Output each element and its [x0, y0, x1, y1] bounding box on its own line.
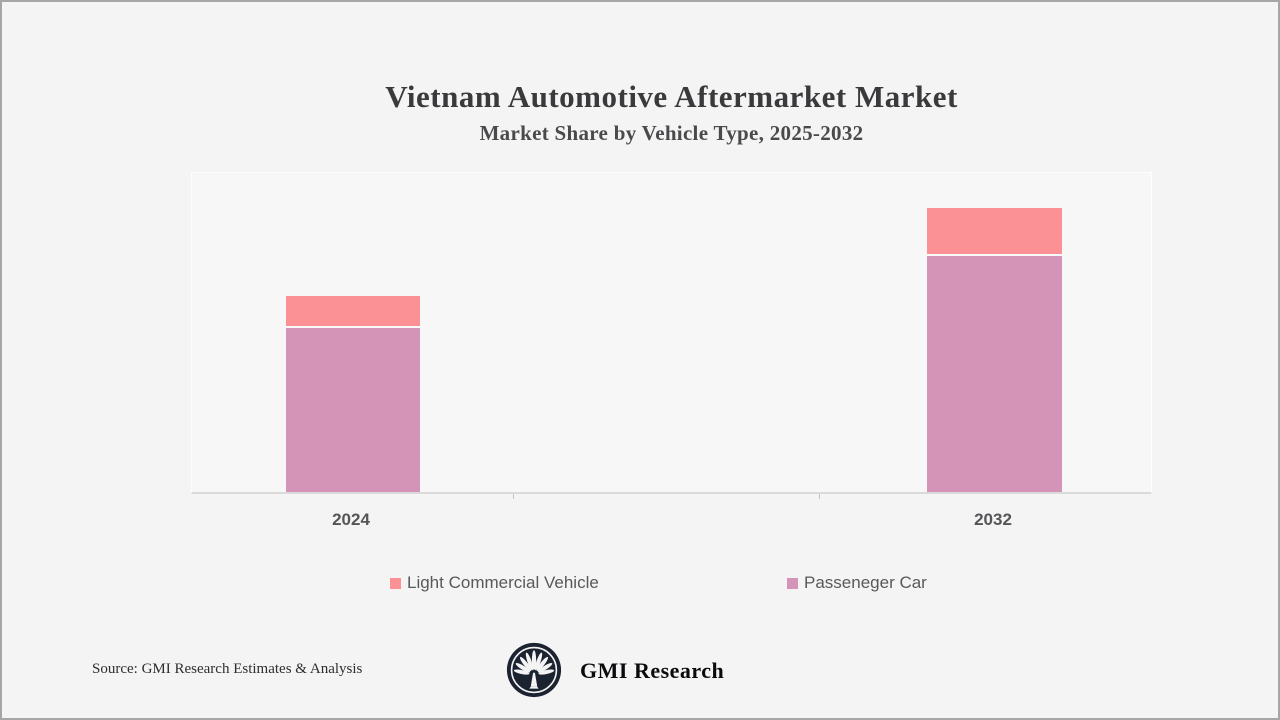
legend-label-light-commercial-vehicle: Light Commercial Vehicle: [407, 573, 599, 592]
brand-name: GMI Research: [580, 658, 725, 683]
legend-item-passeneger-car: Passeneger Car: [787, 572, 927, 594]
x-axis-tick: [513, 494, 514, 499]
chart-title: Vietnam Automotive Aftermarket Market: [385, 79, 958, 114]
x-axis-tick: [819, 494, 820, 499]
legend-item-light-commercial-vehicle: Light Commercial Vehicle: [390, 572, 599, 594]
plot-area: [191, 172, 1152, 499]
source-note: Source: GMI Research Estimates & Analysi…: [92, 661, 363, 677]
x-axis-label-2024: 2024: [332, 510, 370, 529]
bar-2032-light-commercial-vehicle-segment: [927, 208, 1062, 256]
bar-2024-passeneger-car-segment: [286, 328, 420, 492]
gmi-palm-logo-icon: [506, 642, 562, 698]
chart-subtitle: Market Share by Vehicle Type, 2025-2032: [479, 121, 864, 145]
bar-2032-passeneger-car-segment: [927, 256, 1062, 492]
x-axis-label-2032: 2032: [974, 510, 1012, 529]
legend-swatch-passeneger-car: [787, 577, 798, 589]
bar-2024-light-commercial-vehicle-segment: [286, 296, 420, 328]
legend-label-passeneger-car: Passeneger Car: [804, 573, 927, 592]
legend-swatch-light-commercial-vehicle: [390, 577, 401, 589]
bar-2024: [286, 296, 420, 492]
bar-2032: [927, 208, 1062, 492]
chart-header: Vietnam Automotive Aftermarket Market Ma…: [191, 78, 1152, 147]
